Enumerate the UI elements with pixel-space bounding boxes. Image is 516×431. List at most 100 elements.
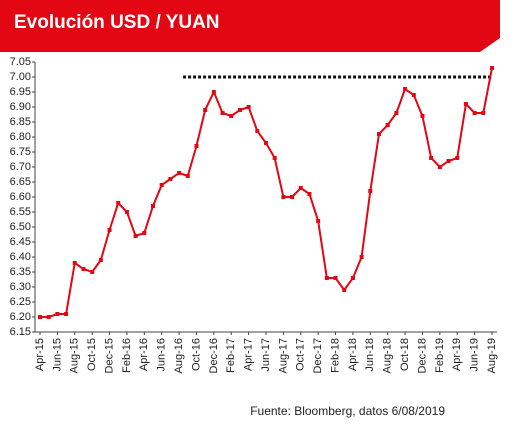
- y-tick-label: 6.80: [10, 131, 31, 143]
- point: [359, 255, 364, 259]
- x-tick-label: Oct-18: [399, 338, 411, 371]
- y-tick-label: 6.25: [10, 296, 31, 308]
- point: [264, 141, 268, 145]
- point: [64, 312, 69, 316]
- point: [142, 231, 147, 235]
- point: [133, 234, 138, 238]
- point: [151, 204, 155, 208]
- point: [90, 270, 95, 274]
- point: [350, 276, 355, 280]
- point: [324, 276, 329, 280]
- x-tick-label: Oct-15: [86, 338, 98, 371]
- y-tick-label: 6.45: [10, 236, 31, 248]
- series-line: [40, 67, 493, 318]
- y-tick-label: 6.95: [10, 86, 31, 98]
- point: [368, 189, 373, 193]
- x-tick-label: Feb-16: [121, 338, 133, 373]
- x-tick-label: Aug-15: [69, 338, 81, 373]
- point: [481, 111, 486, 115]
- point: [185, 174, 190, 178]
- point: [420, 114, 425, 118]
- point: [446, 159, 451, 163]
- x-tick-label: Jun-16: [156, 338, 168, 372]
- point: [124, 210, 129, 214]
- point: [255, 129, 260, 133]
- point: [411, 93, 416, 97]
- point: [203, 108, 208, 112]
- x-tick-label: Jun-18: [364, 338, 376, 372]
- point: [168, 177, 173, 181]
- x-tick-label: Jun-17: [260, 338, 272, 372]
- point: [38, 315, 42, 319]
- point: [237, 108, 242, 112]
- point: [472, 111, 477, 115]
- title-banner: [0, 0, 500, 52]
- x-tick-label: Dec-18: [416, 338, 428, 373]
- y-tick-label: 7.05: [10, 56, 31, 68]
- point: [211, 90, 216, 94]
- point: [72, 261, 77, 265]
- point: [333, 276, 338, 280]
- x-tick-label: Dec-17: [312, 338, 324, 373]
- point: [107, 228, 112, 232]
- y-tick-label: 6.60: [10, 191, 31, 203]
- point: [298, 186, 303, 190]
- point: [385, 123, 390, 127]
- y-tick-label: 6.65: [10, 176, 31, 188]
- y-tick-label: 6.20: [10, 311, 31, 323]
- point: [81, 267, 86, 271]
- point: [116, 201, 121, 205]
- point: [307, 192, 312, 196]
- x-tick-label: Feb-19: [434, 338, 446, 373]
- x-tick-label: Feb-18: [329, 338, 341, 373]
- chart-title: Evolución USD / YUAN: [14, 12, 220, 33]
- point: [46, 315, 51, 319]
- y-tick-label: 6.30: [10, 281, 31, 293]
- point: [194, 144, 199, 148]
- x-tick-label: Apr-17: [243, 338, 255, 371]
- point: [394, 111, 399, 115]
- point: [246, 105, 251, 109]
- point: [281, 195, 286, 199]
- point: [272, 156, 277, 160]
- point: [342, 288, 347, 292]
- x-tick-label: Oct-16: [190, 338, 202, 371]
- point: [316, 219, 321, 223]
- point: [437, 165, 442, 169]
- y-tick-label: 6.90: [10, 101, 31, 113]
- point: [159, 183, 164, 187]
- point: [377, 132, 381, 136]
- x-tick-label: Jun-15: [51, 338, 63, 372]
- y-tick-label: 6.15: [10, 326, 31, 338]
- y-tick-label: 6.75: [10, 146, 31, 158]
- point: [220, 111, 225, 115]
- point: [177, 171, 182, 175]
- x-tick-label: Apr-16: [138, 338, 150, 371]
- y-tick-label: 6.50: [10, 221, 31, 233]
- x-tick-label: Aug-17: [277, 338, 289, 373]
- point: [403, 87, 408, 91]
- point: [98, 258, 103, 262]
- x-tick-label: Dec-15: [103, 338, 115, 373]
- x-tick-label: Apr-18: [347, 338, 359, 371]
- y-tick-label: 6.85: [10, 116, 31, 128]
- point: [229, 114, 234, 118]
- x-tick-label: Dec-16: [208, 338, 220, 373]
- point: [290, 195, 295, 199]
- point: [463, 102, 468, 106]
- y-tick-label: 6.55: [10, 206, 31, 218]
- x-tick-label: Jun-19: [469, 338, 481, 372]
- x-tick-label: Feb-17: [225, 338, 237, 373]
- point: [455, 156, 460, 160]
- point: [490, 66, 494, 70]
- x-tick-label: Oct-17: [295, 338, 307, 371]
- y-tick-label: 6.40: [10, 251, 31, 263]
- x-tick-label: Apr-19: [451, 338, 463, 371]
- x-tick-label: Aug-16: [173, 338, 185, 373]
- y-tick-label: 6.70: [10, 161, 31, 173]
- point: [55, 312, 60, 316]
- y-tick-label: 7.00: [10, 71, 31, 83]
- y-tick-label: 6.35: [10, 266, 31, 278]
